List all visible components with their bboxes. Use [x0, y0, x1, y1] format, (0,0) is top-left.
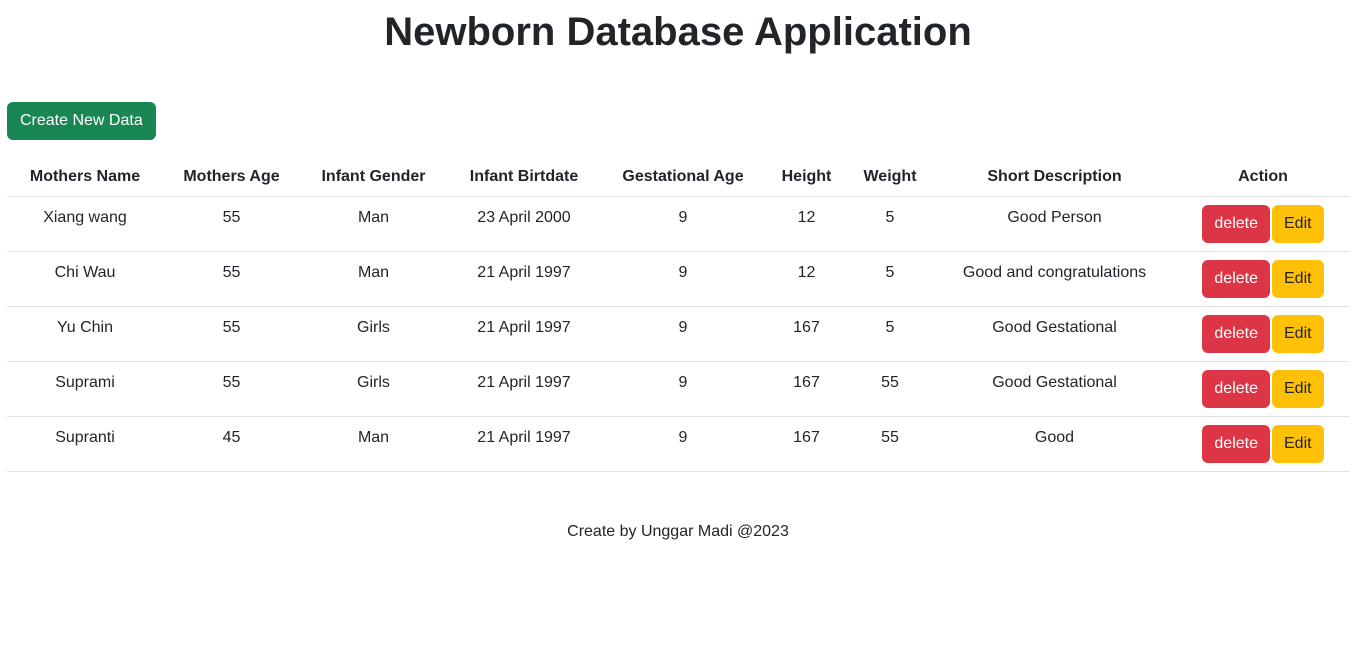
infant-birthdate-cell: 21 April 1997: [447, 251, 601, 307]
action-cell: delete Edit: [1177, 251, 1349, 307]
column-header-infant-gender: Infant Gender: [300, 157, 447, 197]
infant-gender-cell: Man: [300, 196, 447, 252]
table-row: Yu Chin 55 Girls 21 April 1997 9 167 5 G…: [7, 306, 1349, 362]
height-cell: 167: [765, 361, 848, 417]
create-new-data-button[interactable]: Create New Data: [7, 102, 156, 140]
height-cell: 167: [765, 306, 848, 362]
newborn-data-table: Mothers Name Mothers Age Infant Gender I…: [7, 157, 1349, 472]
mothers-name-cell: Xiang wang: [7, 196, 163, 252]
gestational-age-cell: 9: [601, 251, 765, 307]
edit-button[interactable]: Edit: [1272, 205, 1324, 243]
column-header-mothers-name: Mothers Name: [7, 157, 163, 197]
gestational-age-cell: 9: [601, 196, 765, 252]
short-description-cell: Good: [932, 416, 1177, 472]
mothers-name-cell: Supranti: [7, 416, 163, 472]
edit-button[interactable]: Edit: [1272, 315, 1324, 353]
height-cell: 12: [765, 251, 848, 307]
mothers-age-cell: 45: [163, 416, 300, 472]
action-cell: delete Edit: [1177, 416, 1349, 472]
column-header-height: Height: [765, 157, 848, 197]
edit-button[interactable]: Edit: [1272, 425, 1324, 463]
delete-button[interactable]: delete: [1202, 205, 1270, 243]
mothers-name-cell: Yu Chin: [7, 306, 163, 362]
edit-button[interactable]: Edit: [1272, 370, 1324, 408]
weight-cell: 5: [848, 306, 932, 362]
infant-gender-cell: Man: [300, 416, 447, 472]
column-header-gestational-age: Gestational Age: [601, 157, 765, 197]
weight-cell: 5: [848, 251, 932, 307]
gestational-age-cell: 9: [601, 416, 765, 472]
height-cell: 12: [765, 196, 848, 252]
page-title: Newborn Database Application: [384, 10, 972, 54]
mothers-age-cell: 55: [163, 251, 300, 307]
height-cell: 167: [765, 416, 848, 472]
delete-button[interactable]: delete: [1202, 370, 1270, 408]
gestational-age-cell: 9: [601, 361, 765, 417]
column-header-mothers-age: Mothers Age: [163, 157, 300, 197]
action-cell: delete Edit: [1177, 196, 1349, 252]
infant-gender-cell: Girls: [300, 306, 447, 362]
edit-button[interactable]: Edit: [1272, 260, 1324, 298]
infant-birthdate-cell: 21 April 1997: [447, 306, 601, 362]
mothers-age-cell: 55: [163, 196, 300, 252]
action-cell: delete Edit: [1177, 361, 1349, 417]
action-cell: delete Edit: [1177, 306, 1349, 362]
infant-gender-cell: Girls: [300, 361, 447, 417]
table-header-row: Mothers Name Mothers Age Infant Gender I…: [7, 157, 1349, 197]
table-row: Suprami 55 Girls 21 April 1997 9 167 55 …: [7, 361, 1349, 417]
column-header-action: Action: [1177, 157, 1349, 197]
weight-cell: 5: [848, 196, 932, 252]
column-header-infant-birthdate: Infant Birtdate: [447, 157, 601, 197]
table-row: Supranti 45 Man 21 April 1997 9 167 55 G…: [7, 416, 1349, 472]
column-header-short-description: Short Description: [932, 157, 1177, 197]
weight-cell: 55: [848, 416, 932, 472]
short-description-cell: Good Gestational: [932, 361, 1177, 417]
mothers-age-cell: 55: [163, 361, 300, 417]
infant-birthdate-cell: 21 April 1997: [447, 416, 601, 472]
footer-credit: Create by Unggar Madi @2023: [567, 523, 789, 540]
infant-gender-cell: Man: [300, 251, 447, 307]
short-description-cell: Good and congratulations: [932, 251, 1177, 307]
delete-button[interactable]: delete: [1202, 425, 1270, 463]
infant-birthdate-cell: 21 April 1997: [447, 361, 601, 417]
short-description-cell: Good Gestational: [932, 306, 1177, 362]
delete-button[interactable]: delete: [1202, 260, 1270, 298]
mothers-age-cell: 55: [163, 306, 300, 362]
gestational-age-cell: 9: [601, 306, 765, 362]
table-row: Chi Wau 55 Man 21 April 1997 9 12 5 Good…: [7, 251, 1349, 307]
column-header-weight: Weight: [848, 157, 932, 197]
mothers-name-cell: Chi Wau: [7, 251, 163, 307]
delete-button[interactable]: delete: [1202, 315, 1270, 353]
short-description-cell: Good Person: [932, 196, 1177, 252]
mothers-name-cell: Suprami: [7, 361, 163, 417]
table-row: Xiang wang 55 Man 23 April 2000 9 12 5 G…: [7, 196, 1349, 252]
weight-cell: 55: [848, 361, 932, 417]
infant-birthdate-cell: 23 April 2000: [447, 196, 601, 252]
